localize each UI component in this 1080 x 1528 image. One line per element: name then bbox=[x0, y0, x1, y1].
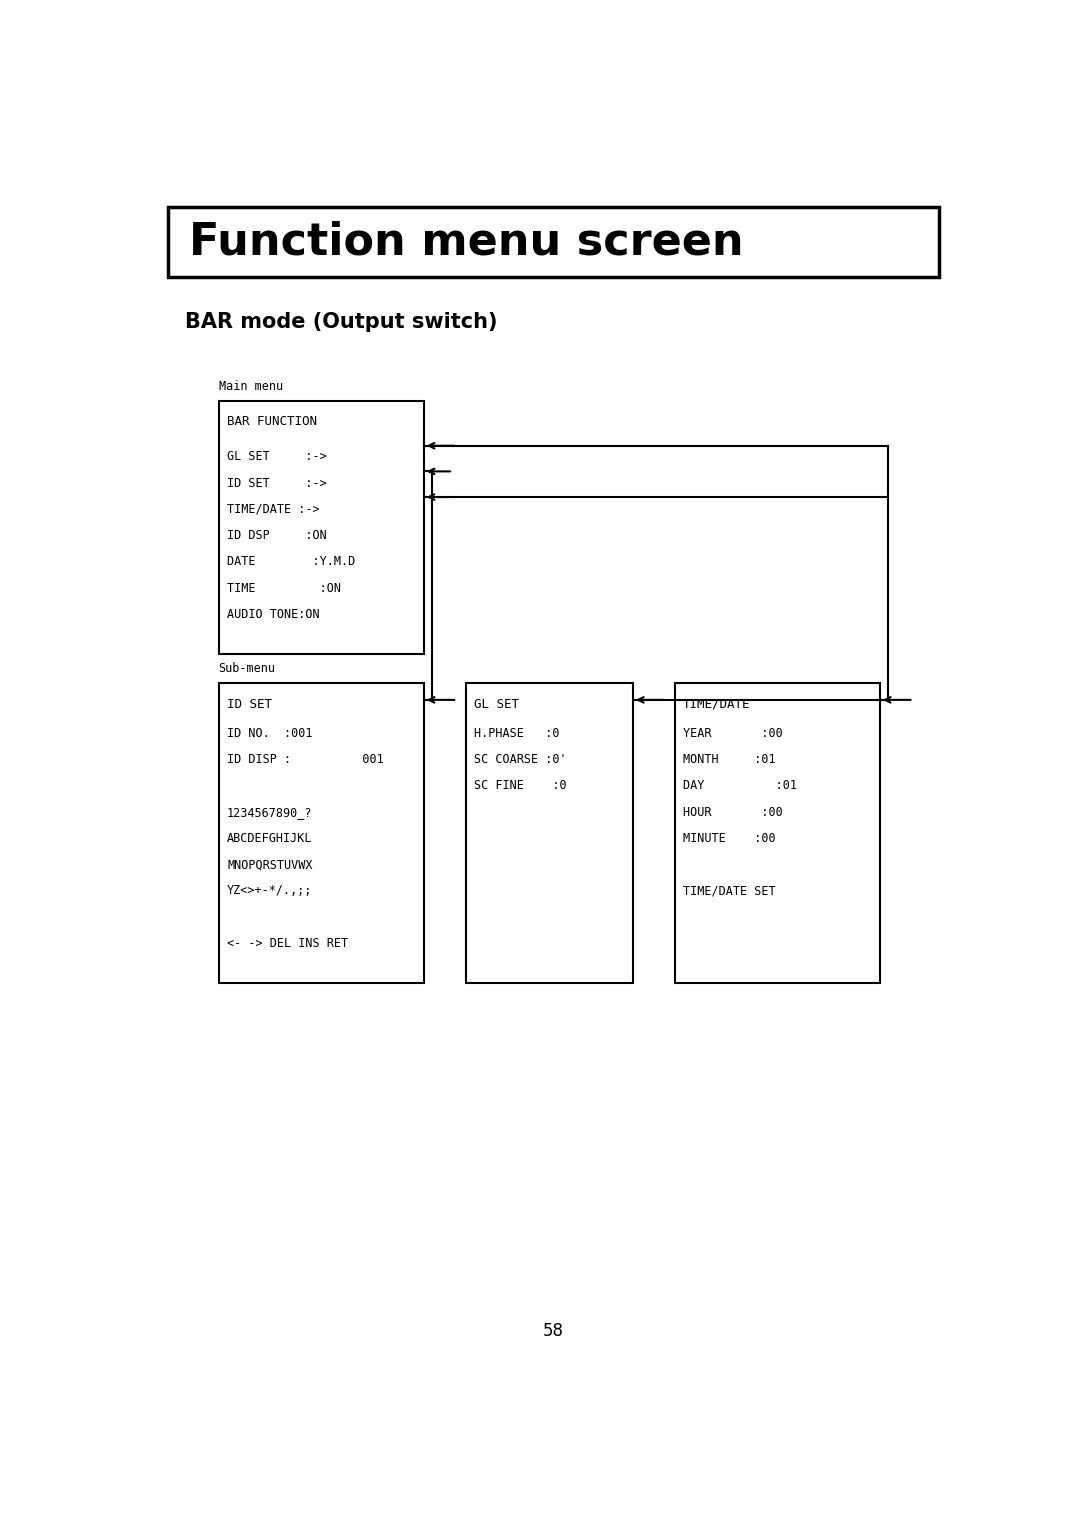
Text: GL SET: GL SET bbox=[474, 697, 519, 711]
Text: Sub-menu: Sub-menu bbox=[218, 662, 275, 675]
Text: AUDIO TONE:ON: AUDIO TONE:ON bbox=[227, 608, 320, 620]
Text: SC FINE    :0: SC FINE :0 bbox=[474, 779, 567, 793]
Text: HOUR       :00: HOUR :00 bbox=[684, 805, 783, 819]
Bar bbox=[218, 683, 423, 984]
Text: ID NO.  :001: ID NO. :001 bbox=[227, 727, 312, 740]
Text: ID DSP     :ON: ID DSP :ON bbox=[227, 529, 327, 542]
Bar bbox=[675, 683, 880, 984]
Text: TIME         :ON: TIME :ON bbox=[227, 582, 341, 594]
Text: YEAR       :00: YEAR :00 bbox=[684, 727, 783, 740]
Text: MNOPQRSTUVWX: MNOPQRSTUVWX bbox=[227, 859, 312, 871]
Text: MINUTE    :00: MINUTE :00 bbox=[684, 831, 775, 845]
Text: Function menu screen: Function menu screen bbox=[189, 220, 744, 264]
Text: TIME/DATE: TIME/DATE bbox=[684, 697, 751, 711]
Text: 1234567890_?: 1234567890_? bbox=[227, 805, 312, 819]
Text: H.PHASE   :0: H.PHASE :0 bbox=[474, 727, 559, 740]
Text: Main menu: Main menu bbox=[218, 380, 283, 393]
Bar bbox=[168, 206, 939, 278]
Text: BAR mode (Output switch): BAR mode (Output switch) bbox=[186, 312, 498, 332]
Text: ID DISP :          001: ID DISP : 001 bbox=[227, 753, 383, 766]
Bar bbox=[218, 400, 423, 654]
Text: 58: 58 bbox=[543, 1322, 564, 1340]
Text: BAR FUNCTION: BAR FUNCTION bbox=[227, 416, 318, 428]
Text: ID SET     :->: ID SET :-> bbox=[227, 477, 327, 489]
Text: MONTH     :01: MONTH :01 bbox=[684, 753, 775, 766]
Text: DAY          :01: DAY :01 bbox=[684, 779, 797, 793]
Text: GL SET     :->: GL SET :-> bbox=[227, 451, 327, 463]
Text: DATE        :Y.M.D: DATE :Y.M.D bbox=[227, 555, 355, 568]
Text: TIME/DATE :->: TIME/DATE :-> bbox=[227, 503, 320, 516]
Text: ID SET: ID SET bbox=[227, 697, 272, 711]
Text: ABCDEFGHIJKL: ABCDEFGHIJKL bbox=[227, 831, 312, 845]
Text: SC COARSE :0': SC COARSE :0' bbox=[474, 753, 567, 766]
Text: YZ<>+-*/.,;;: YZ<>+-*/.,;; bbox=[227, 885, 312, 897]
Text: <- -> DEL INS RET: <- -> DEL INS RET bbox=[227, 937, 348, 950]
Bar bbox=[465, 683, 633, 984]
Text: TIME/DATE SET: TIME/DATE SET bbox=[684, 885, 775, 897]
